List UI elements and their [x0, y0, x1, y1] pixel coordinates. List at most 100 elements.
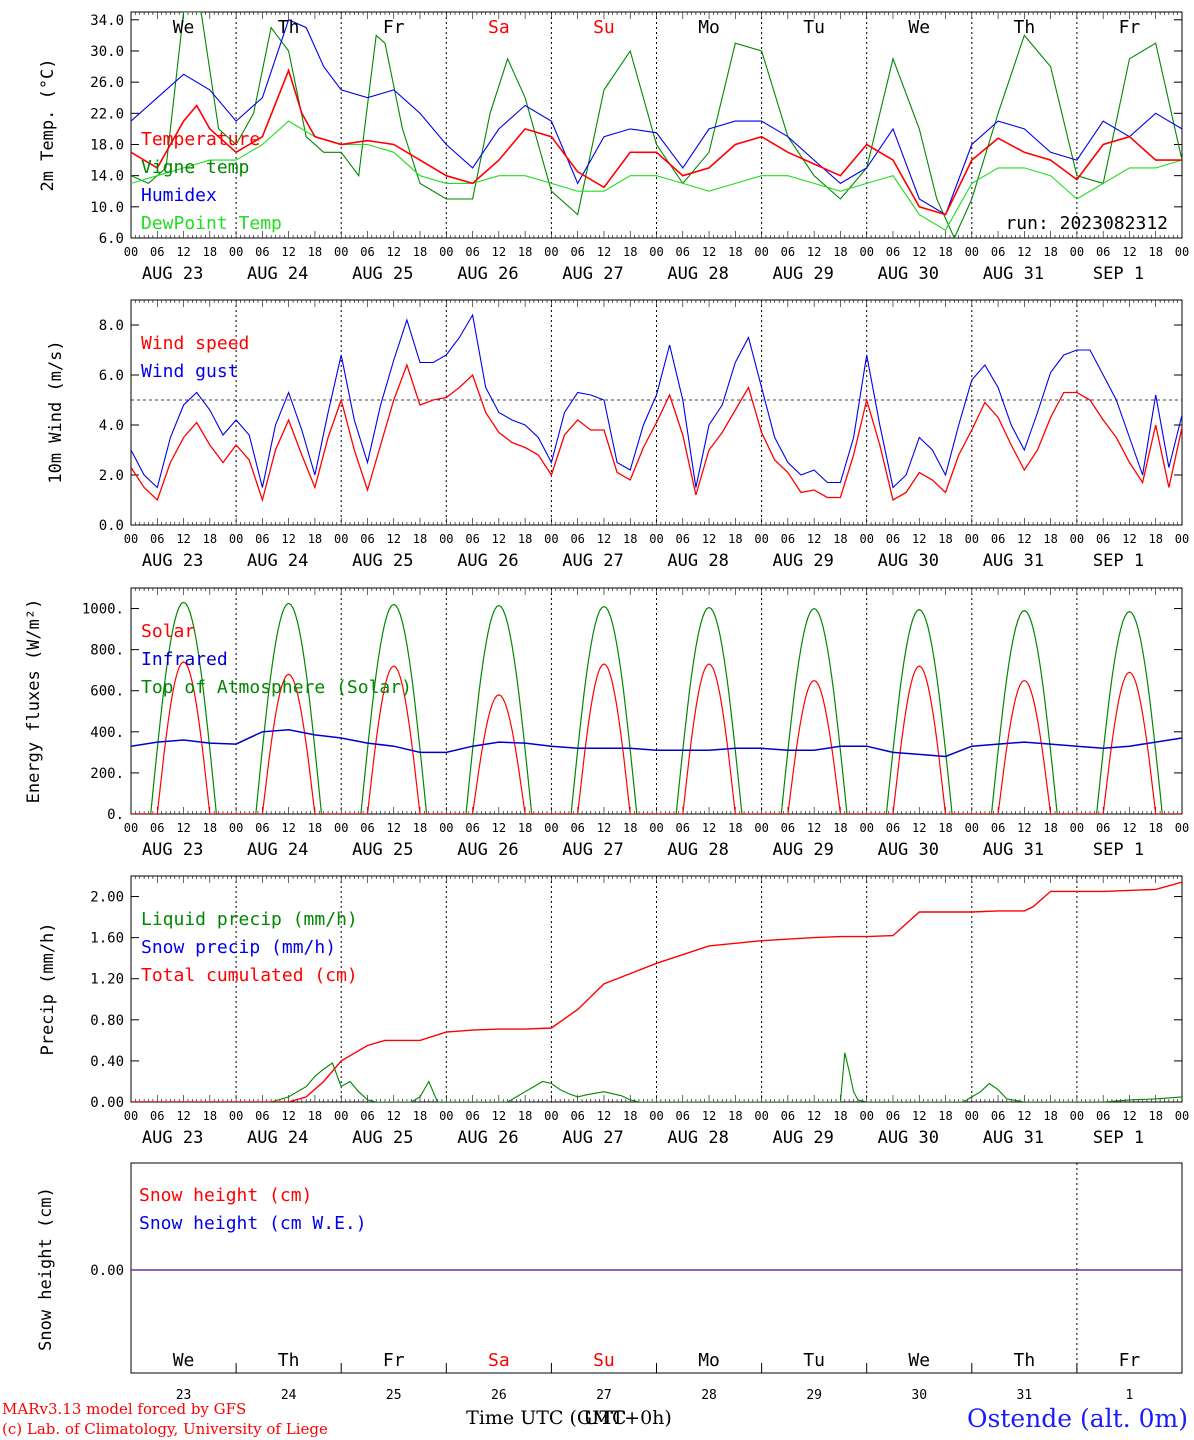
x-hour-label: 00	[544, 245, 558, 259]
x-hour-label: 12	[1122, 245, 1136, 259]
x-date-label: SEP 1	[1093, 264, 1144, 284]
time-axis-label: Time UTC (GMT+0h)	[466, 1407, 672, 1429]
x-hour-label: 06	[1096, 532, 1110, 546]
x-hour-label: 12	[702, 821, 716, 835]
footer-model: MARv3.13 model forced by GFS	[2, 1400, 246, 1418]
weekday-top-label: Tu	[803, 17, 825, 38]
x-hour-label: 00	[965, 821, 979, 835]
x-hour-label: 18	[308, 532, 322, 546]
x-hour-label: 06	[886, 245, 900, 259]
x-hour-label: 00	[124, 1109, 138, 1123]
x-hour-label: 00	[124, 532, 138, 546]
x-hour-label: 06	[150, 821, 164, 835]
x-date-label: SEP 1	[1093, 1128, 1144, 1148]
x-date-label: AUG 26	[457, 551, 518, 571]
ylabel-temperature: 2m Temp. (°C)	[38, 58, 58, 191]
day-number-label: 23	[176, 1388, 192, 1403]
x-date-label: AUG 24	[247, 551, 308, 571]
weekday-bottom-label: Tu	[803, 1350, 825, 1371]
day-number-label: 30	[911, 1388, 927, 1403]
series-solar	[551, 663, 657, 814]
x-hour-label: 00	[229, 1109, 243, 1123]
x-hour-label: 12	[1122, 821, 1136, 835]
x-hour-label: 18	[308, 1109, 322, 1123]
x-hour-label: 12	[912, 1109, 926, 1123]
x-hour-label: 12	[1017, 245, 1031, 259]
x-hour-label: 18	[203, 532, 217, 546]
x-hour-label: 18	[1043, 532, 1057, 546]
x-hour-label: 00	[439, 532, 453, 546]
weekday-bottom-label: Sa	[488, 1350, 510, 1371]
day-number-label: 1	[1126, 1388, 1134, 1403]
x-hour-label: 18	[623, 1109, 637, 1123]
x-hour-label: 18	[518, 245, 532, 259]
x-hour-label: 18	[518, 532, 532, 546]
temperature-panel-legend: Temperature Vigne temp Humidex DewPoint …	[141, 129, 1168, 234]
legend-humidex: Humidex	[141, 185, 217, 206]
x-hour-label: 18	[833, 821, 847, 835]
precip-panel-legend: Liquid precip (mm/h) Snow precip (mm/h) …	[141, 909, 358, 986]
x-hour-label: 06	[570, 532, 584, 546]
x-hour-label: 18	[1148, 821, 1162, 835]
x-date-label: SEP 1	[1093, 840, 1144, 860]
x-hour-label: 18	[728, 1109, 742, 1123]
legend-wind-speed: Wind speed	[141, 333, 249, 354]
x-hour-label: 06	[465, 245, 479, 259]
x-date-label: AUG 28	[667, 1128, 728, 1148]
x-hour-label: 06	[781, 1109, 795, 1123]
x-hour-label: 12	[387, 532, 401, 546]
weekday-top-label: Mo	[698, 17, 720, 38]
x-hour-label: 12	[492, 245, 506, 259]
x-hour-label: 00	[1070, 532, 1084, 546]
footer-lab: (c) Lab. of Climatology, University of L…	[2, 1420, 328, 1438]
weekday-bottom-label: Fr	[383, 1350, 405, 1371]
x-hour-label: 18	[203, 1109, 217, 1123]
y-tick-label: 2.0	[99, 468, 124, 484]
x-hour-label: 12	[912, 245, 926, 259]
x-hour-label: 12	[492, 1109, 506, 1123]
x-date-label: AUG 30	[878, 551, 939, 571]
x-date-label: AUG 23	[142, 840, 203, 860]
x-hour-label: 18	[938, 245, 952, 259]
y-tick-label: 14.0	[90, 169, 124, 185]
x-hour-label: 18	[623, 821, 637, 835]
x-date-label: AUG 26	[457, 1128, 518, 1148]
x-hour-label: 18	[833, 1109, 847, 1123]
x-hour-label: 12	[597, 532, 611, 546]
run-label: run: 2023082312	[1005, 213, 1168, 234]
x-date-label: AUG 27	[562, 551, 623, 571]
x-date-label: AUG 23	[142, 264, 203, 284]
x-hour-label: 12	[176, 532, 190, 546]
x-hour-label: 00	[754, 245, 768, 259]
x-date-label: AUG 24	[247, 1128, 308, 1148]
y-tick-label: 600.	[90, 684, 124, 700]
x-hour-label: 00	[124, 821, 138, 835]
x-date-label: AUG 26	[457, 840, 518, 860]
x-hour-label: 12	[597, 245, 611, 259]
x-hour-label: 06	[360, 821, 374, 835]
x-hour-label: 00	[544, 532, 558, 546]
y-tick-label: 0.0	[99, 518, 124, 534]
x-date-label: AUG 25	[352, 551, 413, 571]
x-date-label: AUG 24	[247, 264, 308, 284]
x-hour-label: 06	[360, 1109, 374, 1123]
x-hour-label: 06	[570, 821, 584, 835]
y-tick-label: 1.20	[90, 972, 124, 988]
x-hour-label: 12	[702, 532, 716, 546]
x-hour-label: 18	[413, 821, 427, 835]
x-hour-label: 06	[465, 532, 479, 546]
wind-panel-legend: Wind speed Wind gust	[141, 333, 249, 382]
legend-infrared: Infrared	[141, 649, 228, 670]
weekday-top-label: Fr	[1119, 17, 1141, 38]
series-liquid-precip	[131, 1052, 1182, 1102]
x-hour-label: 00	[754, 1109, 768, 1123]
weekday-bottom-label: Mo	[698, 1350, 720, 1371]
x-hour-label: 18	[938, 532, 952, 546]
y-tick-label: 200.	[90, 766, 124, 782]
x-hour-label: 06	[886, 532, 900, 546]
station-name: Ostende (alt. 0m)	[967, 1404, 1188, 1433]
series-humidex	[131, 19, 1182, 216]
x-date-label: AUG 31	[983, 551, 1044, 571]
y-tick-label: 1.60	[90, 931, 124, 947]
